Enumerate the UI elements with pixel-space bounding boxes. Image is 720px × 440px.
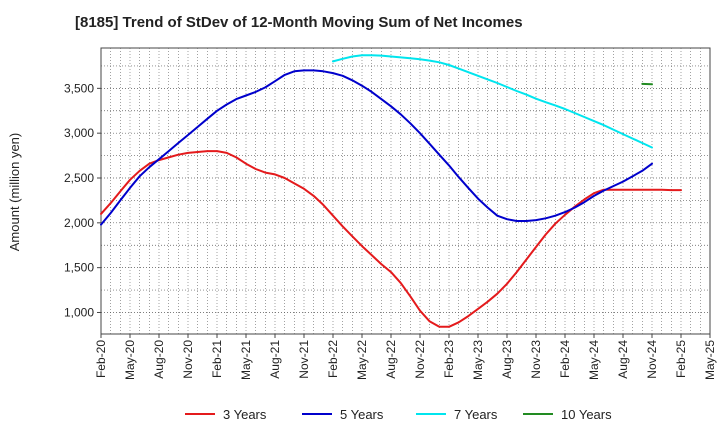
y-axis-title: Amount (million yen)	[7, 133, 22, 252]
x-tick-label: Aug-24	[616, 340, 630, 379]
x-tick-label: May-20	[123, 340, 137, 380]
x-tick-label: May-25	[703, 340, 717, 380]
plot-area	[100, 47, 711, 335]
legend-label-7-years: 7 Years	[454, 407, 498, 422]
chart-title: [8185] Trend of StDev of 12-Month Moving…	[75, 14, 523, 31]
grid-lines	[101, 48, 710, 334]
x-tick-label: Aug-21	[268, 340, 282, 379]
series-line-5-years	[100, 69, 653, 226]
x-tick-label: Nov-22	[413, 340, 427, 379]
x-tick-label: Aug-22	[384, 340, 398, 379]
y-tick-label: 3,000	[64, 126, 94, 140]
y-axis: 1,000 1,500 2,000 2,500 3,000 3,500	[64, 81, 101, 319]
x-tick-label: Feb-20	[94, 340, 108, 378]
plot-frame	[100, 47, 711, 335]
x-tick-label: Nov-20	[181, 340, 195, 379]
y-tick-label: 1,500	[64, 261, 94, 275]
x-tick-label: May-24	[587, 340, 601, 380]
y-tick-label: 2,000	[64, 216, 94, 230]
legend-label-10-years: 10 Years	[561, 407, 612, 422]
x-tick-label: May-23	[471, 340, 485, 380]
x-tick-label: May-21	[239, 340, 253, 380]
legend-label-3-years: 3 Years	[223, 407, 267, 422]
x-tick-label: Feb-21	[210, 340, 224, 378]
x-tick-label: Feb-23	[442, 340, 456, 378]
legend: 3 Years 5 Years 7 Years 10 Years	[185, 407, 612, 422]
x-tick-label: Aug-23	[500, 340, 514, 379]
series-line-3-years	[100, 150, 682, 328]
x-tick-label: Aug-20	[152, 340, 166, 379]
y-tick-label: 2,500	[64, 171, 94, 185]
x-axis: Feb-20 May-20 Aug-20 Nov-20 Feb-21 May-21 Aug-…	[94, 334, 717, 380]
legend-label-5-years: 5 Years	[340, 407, 384, 422]
x-tick-label: Feb-24	[558, 340, 572, 378]
x-tick-label: Nov-23	[529, 340, 543, 379]
y-tick-label: 3,500	[64, 81, 94, 95]
x-tick-label: Feb-22	[326, 340, 340, 378]
y-tick-label: 1,000	[64, 305, 94, 319]
x-tick-label: Nov-21	[297, 340, 311, 379]
x-tick-label: May-22	[355, 340, 369, 380]
series-layer	[100, 54, 682, 328]
x-tick-label: Nov-24	[645, 340, 659, 379]
series-line-7-years	[332, 54, 653, 149]
x-tick-label: Feb-25	[674, 340, 688, 378]
